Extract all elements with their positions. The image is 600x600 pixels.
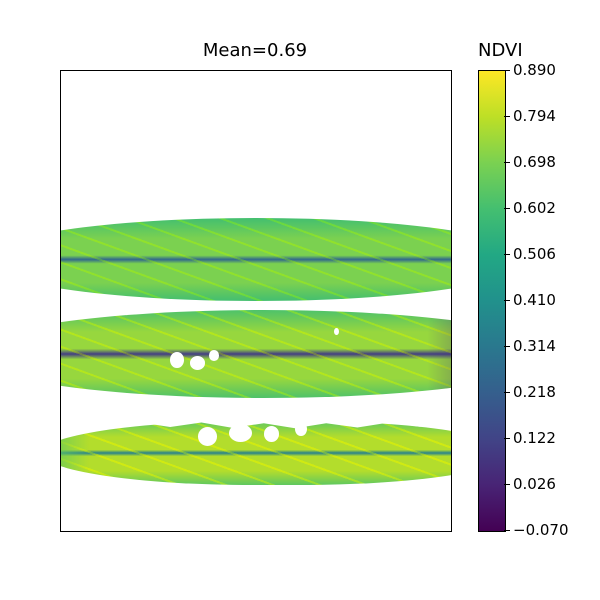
plot-title: Mean=0.69 <box>60 40 450 61</box>
colorbar-tick-mark <box>504 300 510 301</box>
colorbar-tick-label: 0.218 <box>513 383 556 401</box>
colorbar-tick-label: 0.314 <box>513 337 556 355</box>
colorbar-tick-mark <box>504 254 510 255</box>
colorbar-tick-label: 0.410 <box>513 291 556 309</box>
figure: Mean=0.69 NDVI 0.890 0.794 0.698 0.602 0.506… <box>0 0 600 600</box>
colorbar-tick-label: 0.602 <box>513 199 556 217</box>
leaf-bot <box>61 421 451 485</box>
colorbar-tick-mark <box>504 438 510 439</box>
leaf-top <box>61 218 451 301</box>
colorbar-tick-mark <box>504 162 510 163</box>
colorbar-tick-label: 0.026 <box>513 475 556 493</box>
leaf-bot-body <box>60 421 452 485</box>
colorbar-tick-label: 0.698 <box>513 153 556 171</box>
leaf-mid <box>61 310 451 397</box>
colorbar-tick-mark <box>504 530 510 531</box>
colorbar-tick-mark <box>504 484 510 485</box>
colorbar <box>478 70 506 532</box>
heatmap-axes <box>60 70 452 532</box>
leaf-mid-hole <box>170 352 184 368</box>
leaf-mid-hole <box>190 356 206 370</box>
leaf-mid-body <box>60 310 452 397</box>
colorbar-tick-label: 0.794 <box>513 107 556 125</box>
colorbar-tick-label: 0.506 <box>513 245 556 263</box>
leaf-mid-hole <box>209 350 219 360</box>
colorbar-tick-mark <box>504 392 510 393</box>
colorbar-tick-label: −0.070 <box>513 521 569 539</box>
colorbar-tick-mark <box>504 116 510 117</box>
leaf-bot-hole <box>264 426 280 442</box>
colorbar-tick-mark <box>504 208 510 209</box>
colorbar-tick-label: 0.122 <box>513 429 556 447</box>
leaf-top-body <box>60 218 452 301</box>
colorbar-tick-mark <box>504 70 510 71</box>
colorbar-tick-mark <box>504 346 510 347</box>
colorbar-tick-label: 0.890 <box>513 61 556 79</box>
leaf-mid-hole <box>334 328 339 335</box>
colorbar-label: NDVI <box>478 40 558 61</box>
